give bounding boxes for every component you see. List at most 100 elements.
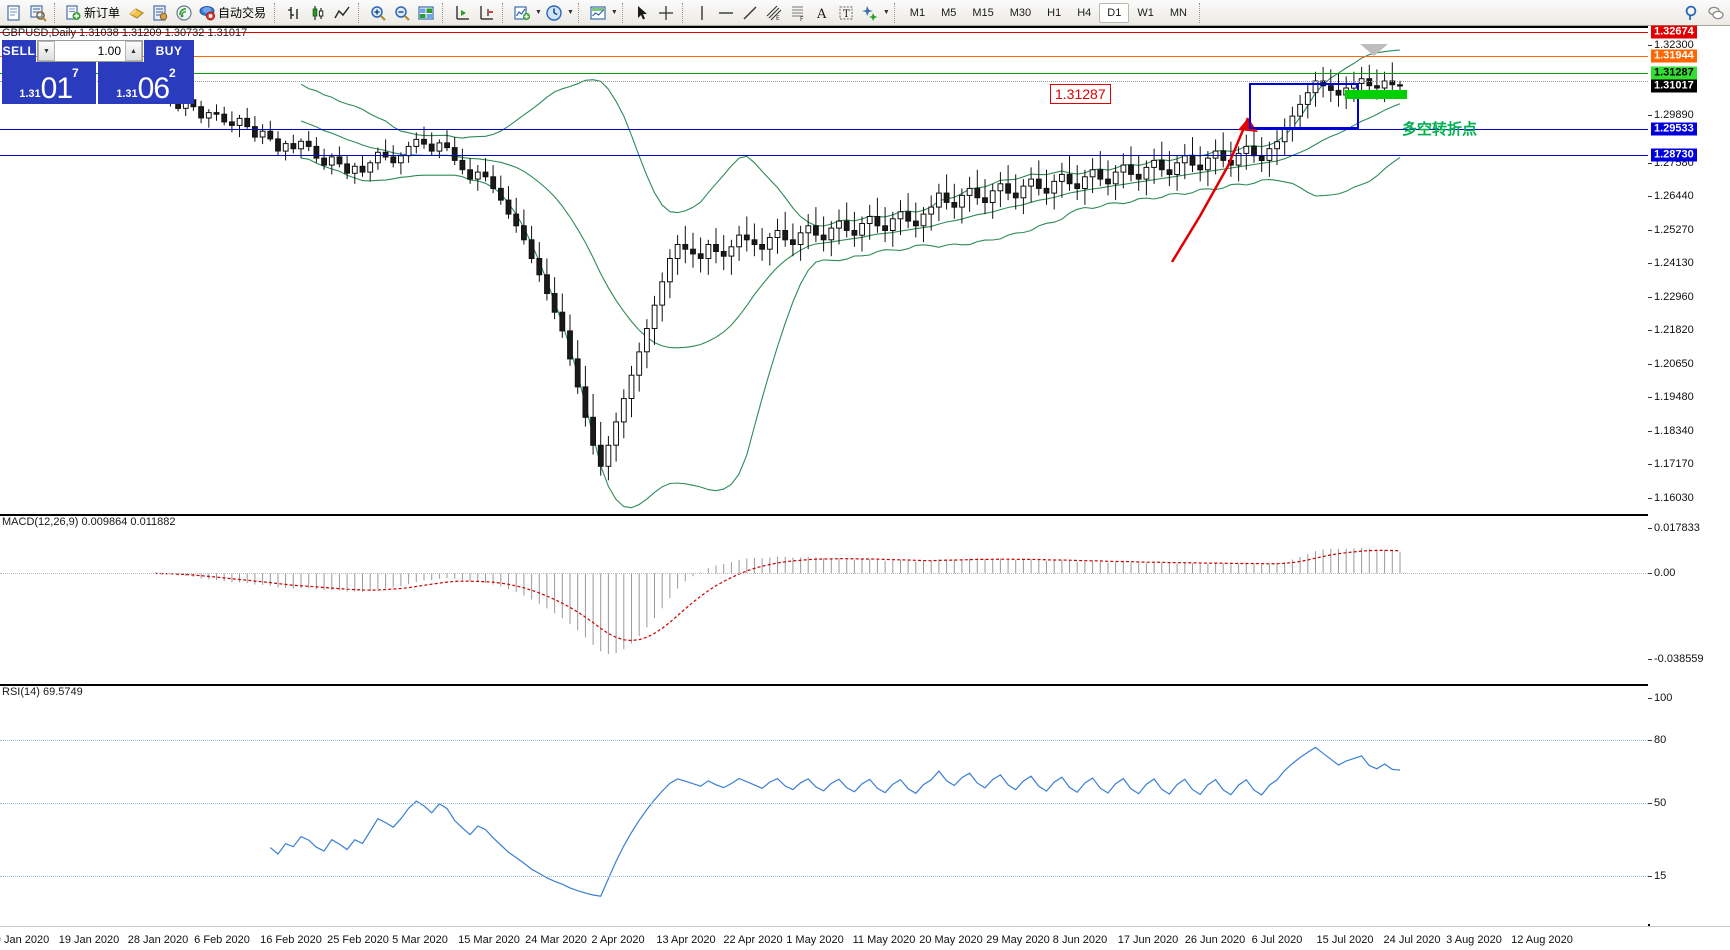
search-icon[interactable]	[1680, 1, 1704, 25]
toolbar-separator	[358, 2, 362, 23]
new-order-label: 新订单	[84, 6, 121, 20]
chevron-down-icon[interactable]: ▼	[610, 9, 618, 16]
level-label-support-2[interactable]: 1.28730	[1651, 148, 1697, 162]
volume-stepper[interactable]: ▼ 1.00 ▲	[37, 40, 143, 62]
level-label-resistance-1[interactable]: 1.32674	[1651, 25, 1697, 39]
time-tick: 25 Feb 2020	[327, 934, 389, 946]
timeframe-w1[interactable]: W1	[1137, 6, 1154, 19]
price-tick: 1.24130	[1648, 257, 1694, 269]
cursor-tool[interactable]	[630, 1, 654, 25]
svg-text:A: A	[816, 7, 827, 22]
buy-price-display[interactable]: 1.31 06 2	[98, 62, 194, 104]
time-tick: 3 Aug 2020	[1446, 934, 1502, 946]
trendline-tool[interactable]	[738, 1, 762, 25]
macd-zero-line	[0, 573, 1648, 574]
vertical-line-tool[interactable]	[690, 1, 714, 25]
drawing-layer[interactable]	[0, 26, 1648, 514]
resistance-line-131944[interactable]	[0, 56, 1648, 57]
price-pane[interactable]: GBPUSD,Daily 1.31038 1.31209 1.30732 1.3…	[0, 25, 1730, 514]
macd-tick: 0.017833	[1648, 522, 1700, 534]
rsi-tick: 80	[1647, 734, 1667, 746]
periods-clock-icon[interactable]	[542, 1, 566, 25]
price-tick: 1.18340	[1648, 425, 1694, 437]
new-order-button[interactable]: 新订单	[62, 1, 124, 25]
buy-button[interactable]: BUY	[144, 40, 194, 62]
level-label-last-price: 1.31017	[1651, 79, 1697, 93]
one-click-header-row: SELL ▼ 1.00 ▲ BUY	[2, 40, 194, 62]
new-chart-icon[interactable]	[2, 1, 26, 25]
volume-input[interactable]: 1.00	[97, 44, 121, 58]
chart-shift-icon[interactable]	[474, 1, 498, 25]
chevron-down-icon[interactable]: ▼	[882, 9, 890, 16]
trend-arrow-line	[1170, 117, 1250, 263]
timeframe-h1[interactable]: H1	[1047, 6, 1062, 19]
rsi-level-15	[0, 876, 1648, 877]
time-tick: 20 May 2020	[919, 934, 983, 946]
equidistant-channel-tool[interactable]: E	[762, 1, 786, 25]
timeframe-m5[interactable]: M5	[941, 6, 957, 19]
timeframe-d1[interactable]: D1	[1099, 2, 1130, 23]
rsi-level-50	[0, 803, 1648, 804]
zoom-out-icon[interactable]	[390, 1, 414, 25]
toolbar-separator	[577, 2, 582, 23]
terminal-icon[interactable]	[148, 1, 172, 25]
price-tick: 1.22960	[1648, 291, 1694, 303]
bar-chart-icon[interactable]	[282, 1, 306, 25]
text-label-tool[interactable]: T	[834, 1, 858, 25]
main-toolbar: 新订单 自动交易	[0, 0, 1730, 26]
fibonacci-tool[interactable]: F	[786, 1, 810, 25]
chevron-down-icon[interactable]: ▼	[535, 9, 542, 16]
toolbar-separator	[442, 2, 446, 23]
chat-icon[interactable]	[1704, 1, 1728, 25]
chevron-down-icon[interactable]: ▼	[566, 9, 574, 16]
time-tick: 6 Jul 2020	[1251, 934, 1303, 946]
zoom-in-icon[interactable]	[366, 1, 390, 25]
indicators-icon[interactable]	[510, 1, 534, 25]
sell-button[interactable]: SELL	[2, 40, 36, 62]
price-tick: 1.17170	[1648, 458, 1694, 470]
market-watch-icon[interactable]	[26, 1, 50, 25]
crosshair-tool[interactable]	[654, 1, 678, 25]
level-label-target[interactable]: 1.31287	[1651, 66, 1697, 80]
level-label-resistance-2[interactable]: 1.31944	[1651, 49, 1697, 63]
support-line-128730[interactable]	[0, 155, 1648, 156]
price-callout[interactable]: 1.31287	[1050, 84, 1111, 104]
rsi-pane[interactable]: RSI(14) 69.5749 100 80 50 15	[0, 684, 1730, 924]
one-click-trading-panel[interactable]: SELL ▼ 1.00 ▲ BUY 1.31 01 7 1.31 06 2	[2, 40, 194, 104]
time-tick: 12 Aug 2020	[1511, 934, 1573, 946]
rsi-tick: 50	[1647, 797, 1667, 809]
auto-scroll-icon[interactable]	[450, 1, 474, 25]
support-line-129533[interactable]	[0, 129, 1648, 130]
line-chart-icon[interactable]	[330, 1, 354, 25]
target-line-131287[interactable]	[0, 73, 1648, 74]
time-tick: 5 Mar 2020	[392, 934, 448, 946]
gold-icon[interactable]	[124, 1, 148, 25]
chart-canvas[interactable]: GBPUSD,Daily 1.31038 1.31209 1.30732 1.3…	[0, 25, 1730, 950]
horizontal-line-tool[interactable]	[714, 1, 738, 25]
timeframe-m15[interactable]: M15	[972, 6, 994, 19]
resistance-line-132674[interactable]	[0, 32, 1648, 33]
macd-series-layer	[154, 548, 1401, 654]
macd-pane[interactable]: MACD(12,26,9) 0.009864 0.011882 0.017833…	[0, 514, 1730, 684]
time-tick: 17 Jun 2020	[1117, 934, 1179, 946]
price-tick: 1.29890	[1648, 109, 1694, 121]
sell-price-display[interactable]: 1.31 01 7	[2, 62, 96, 104]
timeframe-m30[interactable]: M30	[1009, 6, 1032, 19]
time-tick: 24 Jul 2020	[1383, 934, 1441, 946]
templates-icon[interactable]	[586, 1, 610, 25]
signal-icon[interactable]	[172, 1, 196, 25]
turning-point-annotation[interactable]: 多空转折点	[1402, 120, 1478, 138]
shapes-tool[interactable]	[858, 1, 882, 25]
candlestick-chart-icon[interactable]	[306, 1, 330, 25]
tile-windows-icon[interactable]	[414, 1, 438, 25]
volume-decrement-button[interactable]: ▼	[38, 41, 55, 61]
auto-trading-label: 自动交易	[218, 6, 267, 20]
volume-increment-button[interactable]: ▲	[125, 41, 142, 61]
timeframe-m1[interactable]: M1	[909, 6, 926, 19]
text-tool[interactable]: A	[810, 1, 834, 25]
timeframe-mn[interactable]: MN	[1169, 6, 1187, 19]
level-label-support-1[interactable]: 1.29533	[1651, 122, 1697, 136]
auto-trading-button[interactable]: 自动交易	[196, 1, 270, 25]
timeframe-h4[interactable]: H4	[1077, 6, 1092, 19]
time-tick: 22 Apr 2020	[723, 934, 783, 946]
